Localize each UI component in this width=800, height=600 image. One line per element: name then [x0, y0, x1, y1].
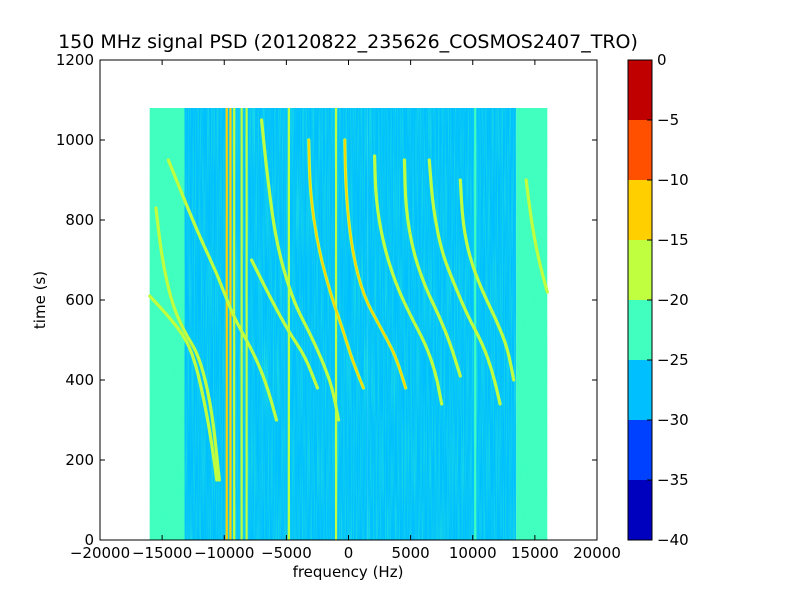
- colorbar-tick-label: −5: [657, 111, 679, 129]
- x-tick-label: 15000: [511, 544, 559, 562]
- y-tick-label: 200: [65, 451, 94, 469]
- colorbar-segment-4: [628, 240, 652, 300]
- x-tick-label: −10000: [194, 544, 254, 562]
- chart-title: 150 MHz signal PSD (20120822_235626_COSM…: [58, 31, 638, 53]
- colorbar-segment-2: [628, 360, 652, 420]
- y-axis: 0 200 400 600 800 1000 1200: [56, 51, 597, 549]
- doppler-trace-1: [155, 207, 221, 481]
- x-axis: −20000 −15000 −10000 −5000 0 5000 10000 15000 20…: [70, 60, 621, 562]
- x-tick-label: 0: [344, 544, 354, 562]
- colorbar-tick-label: −15: [657, 231, 689, 249]
- y-axis-label: time (s): [31, 271, 49, 329]
- doppler-trace-0: [148, 295, 218, 481]
- colorbar-tick-label: −20: [657, 291, 689, 309]
- colorbar-segment-1: [628, 420, 652, 480]
- colorbar-segment-6: [628, 120, 652, 180]
- colorbar-tick-label: −35: [657, 471, 689, 489]
- colorbar-segment-7: [628, 60, 652, 120]
- doppler-trace-10: [525, 179, 549, 293]
- doppler-trace-8: [428, 159, 501, 405]
- colorbar-tick-label: −25: [657, 351, 689, 369]
- x-tick-label: 5000: [392, 544, 430, 562]
- colorbar-segment-5: [628, 180, 652, 240]
- x-tick-label: 10000: [449, 544, 497, 562]
- colorbar-segment-3: [628, 300, 652, 360]
- y-tick-label: 800: [65, 211, 94, 229]
- doppler-trace-5: [343, 139, 407, 389]
- colorbar: −40 −35 −30 −25 −20 −15 −10 −5 0: [627, 51, 689, 549]
- plot-area: [148, 108, 549, 540]
- doppler-traces: [148, 118, 549, 482]
- colorbar-tick-label: −30: [657, 411, 689, 429]
- colorbar-tick-label: 0: [657, 51, 667, 69]
- y-tick-label: 1000: [56, 131, 94, 149]
- x-tick-label: 20000: [573, 544, 621, 562]
- doppler-trace-11: [250, 259, 319, 389]
- doppler-trace-4: [307, 139, 365, 389]
- x-tick-label: −20000: [70, 544, 130, 562]
- y-tick-label: 0: [84, 531, 94, 549]
- noise-texture: [149, 108, 548, 540]
- vertical-lines: [225, 108, 477, 540]
- colorbar-tick-label: −10: [657, 171, 689, 189]
- y-tick-label: 400: [65, 371, 94, 389]
- doppler-trace-2: [167, 159, 278, 421]
- x-tick-label: −15000: [132, 544, 192, 562]
- doppler-trace-9: [459, 179, 515, 381]
- y-tick-label: 600: [65, 291, 94, 309]
- doppler-trace-7: [403, 159, 462, 377]
- colorbar-segment-0: [628, 480, 652, 540]
- y-tick-label: 1200: [56, 51, 94, 69]
- x-tick-label: −5000: [261, 544, 312, 562]
- colorbar-tick-label: −40: [657, 531, 689, 549]
- doppler-trace-6: [373, 155, 443, 405]
- doppler-trace-3: [260, 119, 340, 421]
- x-axis-label: frequency (Hz): [293, 563, 404, 581]
